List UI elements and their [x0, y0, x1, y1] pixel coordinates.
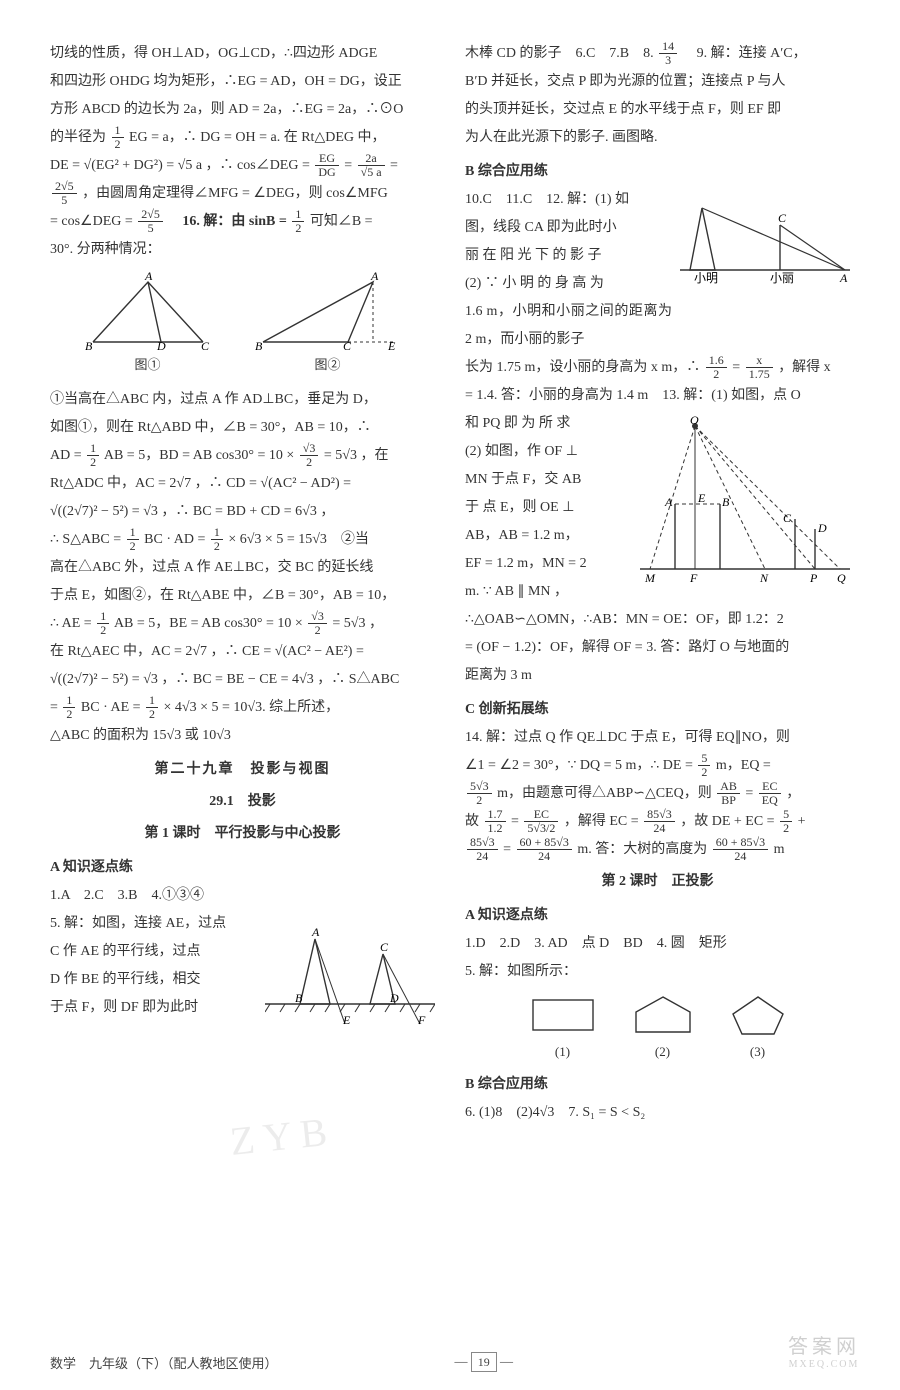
- sect-a-heading: A 知识逐点练: [50, 854, 435, 882]
- svg-text:A: A: [144, 272, 153, 283]
- svg-text:B: B: [255, 339, 263, 352]
- text-line: = (OF − 1.2)：OF，解得 OF = 3. 答：路灯 O 与地面的: [465, 634, 850, 662]
- text-line: 2√55 ，由圆周角定理得∠MFG = ∠DEG，则 cos∠MFG: [50, 180, 435, 208]
- answers-a2-2: 5. 解：如图所示：: [465, 958, 850, 986]
- svg-text:E: E: [342, 1013, 351, 1027]
- text-line: 长为 1.75 m，设小丽的身高为 x m，∴ 1.62 = x1.75 ，解得…: [465, 354, 850, 382]
- text-line: 于点 E，如图②，在 Rt△ABE 中，∠B = 30°，AB = 10，: [50, 582, 435, 610]
- svg-text:D: D: [389, 991, 399, 1005]
- text-line: √((2√7)² − 5²) = √3 ，∴ BC = BE − CE = 4√…: [50, 666, 435, 694]
- text-line: = 1.4. 答：小丽的身高为 1.4 m 13. 解：(1) 如图，点 O: [465, 382, 850, 410]
- text-line: = 12 BC · AE = 12 × 4√3 × 5 = 10√3. 综上所述…: [50, 694, 435, 722]
- text-line: 1.6 m，小明和小丽之间的距离为 2 m，而小丽的影子: [465, 298, 850, 354]
- text-line: 5√32 m，由题意可得△ABP∽△CEQ，则 ABBP = ECEQ ，: [465, 780, 850, 808]
- svg-text:A: A: [370, 272, 379, 283]
- svg-text:小丽: 小丽: [770, 271, 794, 285]
- svg-text:C: C: [778, 211, 787, 225]
- svg-text:小明: 小明: [694, 271, 718, 285]
- sect-b2-heading: B 综合应用练: [465, 1071, 850, 1099]
- lesson-2-title: 第 2 课时 正投影: [465, 868, 850, 896]
- figure-1: A B D C 图①: [83, 272, 213, 378]
- section-29-1: 29.1 投影: [50, 788, 435, 816]
- text-line: AD = 12 AB = 5，BD = AB cos30° = 10 × √32…: [50, 442, 435, 470]
- text-line: 方形 ABCD 的边长为 2a，则 AD = 2a，∴EG = 2a，∴⊙O: [50, 96, 435, 124]
- text-line: = cos∠DEG = 2√55 16. 解：由 sinB = 12 可知∠B …: [50, 208, 435, 236]
- svg-text:O: O: [690, 414, 699, 427]
- figure-row-triangles: A B D C 图① A B C E 图②: [50, 272, 435, 378]
- right-column: 木棒 CD 的影子 6.C 7.B 8. 143 9. 解：连接 A′C， B′…: [465, 40, 850, 1360]
- svg-text:A: A: [664, 495, 673, 509]
- answers-b2: 6. (1)8 (2)4√3 7. S₁ = S < S₂: [465, 1099, 850, 1127]
- text-line: √((2√7)² − 5²) = √3 ，∴ BC = BD + CD = 6√…: [50, 498, 435, 526]
- answers-a: 1.A 2.C 3.B 4.①③④: [50, 882, 435, 910]
- chapter-title: 第二十九章 投影与视图: [50, 756, 435, 784]
- svg-text:N: N: [759, 571, 769, 584]
- svg-text:C: C: [343, 339, 352, 352]
- figure-2: A B C E 图②: [253, 272, 403, 378]
- shape-3: (3): [728, 992, 788, 1065]
- footer-left-text: 数学 九年级（下）（配人教地区使用）: [50, 1353, 278, 1372]
- text-line: 高在△ABC 外，过点 A 作 AE⊥BC，交 BC 的延长线: [50, 554, 435, 582]
- text-line: 距离为 3 m: [465, 662, 850, 690]
- text-line: 的半径为 12 EG = a，∴ DG = OH = a. 在 Rt△DEG 中…: [50, 124, 435, 152]
- svg-text:D: D: [156, 339, 166, 352]
- page-footer: 数学 九年级（下）（配人教地区使用） — 19 —: [50, 1352, 850, 1372]
- text-line: 木棒 CD 的影子 6.C 7.B 8. 143 9. 解：连接 A′C，: [465, 40, 850, 68]
- svg-text:B: B: [722, 495, 730, 509]
- text-line: 故 1.71.2 = EC5√3/2 ，解得 EC = 85√324 ，故 DE…: [465, 808, 850, 836]
- svg-text:C: C: [201, 339, 210, 352]
- text-line: Rt△ADC 中，AC = 2√7 ，∴ CD = √(AC² − AD²) =: [50, 470, 435, 498]
- text-line: 如图①，则在 Rt△ABD 中，∠B = 30°，AB = 10，∴: [50, 414, 435, 442]
- sect-a2-heading: A 知识逐点练: [465, 902, 850, 930]
- text-line: ∴△OAB∽△OMN，∴AB：MN = OE：OF，即 1.2：2: [465, 606, 850, 634]
- sect-b-heading: B 综合应用练: [465, 158, 850, 186]
- svg-text:P: P: [809, 571, 818, 584]
- svg-text:Q: Q: [837, 571, 846, 584]
- text-line: 的头顶并延长，交过点 E 的水平线于点 F，则 EF 即: [465, 96, 850, 124]
- svg-text:C: C: [783, 511, 792, 525]
- answers-a2-1: 1.D 2.D 3. AD 点 D BD 4. 圆 矩形: [465, 930, 850, 958]
- svg-text:D: D: [817, 521, 827, 535]
- text-line: ∴ S△ABC = 12 BC · AD = 12 × 6√3 × 5 = 15…: [50, 526, 435, 554]
- text-line: 为人在此光源下的影子. 画图略.: [465, 124, 850, 152]
- text-line: △ABC 的面积为 15√3 或 10√3: [50, 722, 435, 750]
- svg-text:F: F: [417, 1013, 426, 1027]
- svg-text:E: E: [697, 491, 706, 505]
- text-line: 85√324 = 60 + 85√324 m. 答：大树的高度为 60 + 85…: [465, 836, 850, 864]
- text-line: 30°. 分两种情况：: [50, 236, 435, 264]
- text-line: 14. 解：过点 Q 作 QE⊥DC 于点 E，可得 EQ∥NO，则: [465, 724, 850, 752]
- svg-text:C: C: [380, 940, 389, 954]
- shapes-row: (1) (2) (3): [465, 992, 850, 1065]
- text-line: ∴ AE = 12 AB = 5，BE = AB cos30° = 10 × √…: [50, 610, 435, 638]
- svg-text:A: A: [839, 271, 848, 285]
- svg-text:M: M: [644, 571, 656, 584]
- text-line: ①当高在△ABC 内，过点 A 作 AD⊥BC，垂足为 D，: [50, 386, 435, 414]
- svg-text:E: E: [387, 339, 396, 352]
- text-line: B′D 并延长，交点 P 即为光源的位置；连接点 P 与人: [465, 68, 850, 96]
- text-line: 切线的性质，得 OH⊥AD，OG⊥CD，∴四边形 ADGE: [50, 40, 435, 68]
- figure-12: C A 小明 小丽: [680, 190, 850, 296]
- page-number: 19: [471, 1352, 497, 1372]
- svg-text:F: F: [689, 571, 698, 584]
- svg-text:B: B: [295, 991, 303, 1005]
- left-column: 切线的性质，得 OH⊥AD，OG⊥CD，∴四边形 ADGE 和四边形 OHDG …: [50, 40, 435, 1360]
- svg-text:A: A: [311, 925, 320, 939]
- figure-13: O A E B C D M F N P Q: [640, 414, 850, 595]
- text-line: DE = √(EG² + DG²) = √5 a ，∴ cos∠DEG = EG…: [50, 152, 435, 180]
- lesson-1-title: 第 1 课时 平行投影与中心投影: [50, 820, 435, 848]
- svg-text:B: B: [85, 339, 93, 352]
- text-line: 在 Rt△AEC 中，AC = 2√7 ，∴ CE = √(AC² − AE²)…: [50, 638, 435, 666]
- sect-c-heading: C 创新拓展练: [465, 696, 850, 724]
- shape-1: (1): [528, 992, 598, 1065]
- figure-5: A B C D E F: [265, 914, 435, 1040]
- shape-2: (2): [628, 992, 698, 1065]
- text-line: ∠1 = ∠2 = 30°，∵ DQ = 5 m，∴ DE = 52 m，EQ …: [465, 752, 850, 780]
- text-line: 和四边形 OHDG 均为矩形，∴EG = AD，OH = DG，设正: [50, 68, 435, 96]
